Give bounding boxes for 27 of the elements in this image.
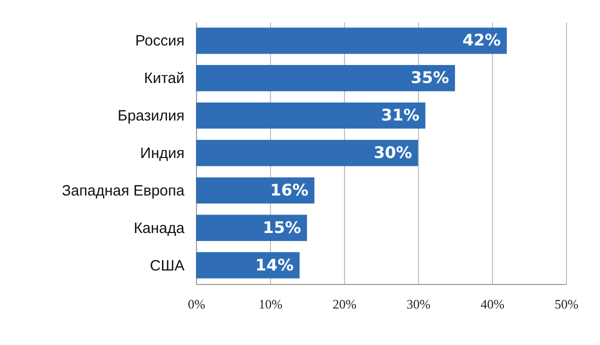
data-label: 35% (410, 68, 449, 88)
y-tick-label: Индия (140, 145, 184, 162)
data-label: 30% (374, 143, 412, 162)
data-label: 42% (462, 30, 501, 50)
x-tick-label: 20% (332, 296, 357, 312)
y-tick-label: Западная Европа (62, 182, 186, 200)
data-label: 16% (270, 180, 308, 200)
bar (196, 140, 418, 166)
bar (196, 252, 300, 278)
y-tick-label: Россия (135, 32, 184, 50)
y-tick-label: США (150, 257, 184, 274)
y-tick-label: Китай (144, 70, 184, 88)
bar (196, 28, 507, 54)
data-label: 14% (255, 255, 294, 274)
bar (196, 65, 455, 92)
y-tick-label: Канада (134, 220, 186, 237)
x-tick-label: 0% (188, 296, 206, 312)
x-tick-label: 50% (554, 296, 579, 312)
x-tick-label: 40% (480, 296, 505, 312)
x-tick-label: 30% (406, 296, 431, 312)
y-tick-label: Бразилия (118, 108, 184, 125)
bar (196, 102, 426, 129)
bar (196, 214, 307, 241)
x-tick-label: 10% (258, 296, 283, 312)
bar (196, 177, 314, 204)
data-label: 31% (381, 106, 420, 125)
data-label: 15% (262, 218, 301, 237)
